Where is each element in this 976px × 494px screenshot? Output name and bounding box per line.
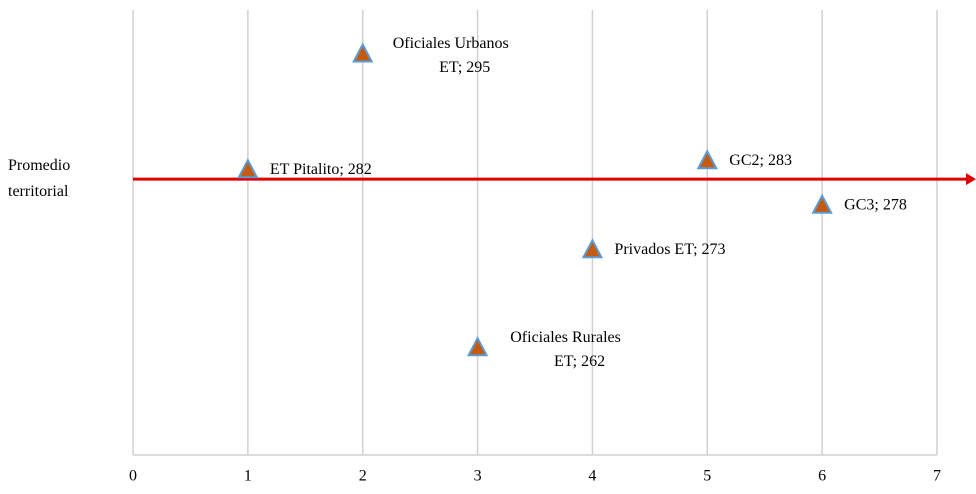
x-tick-label: 3 (474, 468, 482, 485)
x-tick-label: 2 (359, 468, 367, 485)
data-label: Privados ET; 273 (614, 241, 725, 258)
x-tick-label: 5 (703, 468, 711, 485)
data-label: GC3; 278 (844, 196, 907, 213)
data-label: Oficiales Rurales (510, 329, 621, 346)
arrow-head (966, 173, 976, 186)
x-tick-label: 6 (818, 468, 826, 485)
x-tick-label: 4 (588, 468, 596, 485)
x-tick-label: 7 (933, 468, 941, 485)
marker (466, 336, 489, 357)
data-label: ET; 295 (439, 59, 490, 76)
marker (352, 42, 374, 63)
marker (237, 158, 259, 179)
x-tick-label: 0 (129, 468, 137, 485)
x-tick-label: 1 (244, 468, 252, 485)
marker (811, 193, 833, 214)
data-label: ET Pitalito; 282 (270, 161, 372, 178)
marker (581, 238, 604, 259)
reference-label: Promedio (8, 157, 70, 174)
data-label: ET; 262 (554, 353, 605, 370)
marker (696, 149, 718, 170)
reference-label: territorial (8, 183, 69, 200)
data-label: GC2; 283 (729, 152, 792, 169)
data-label: Oficiales Urbanos (393, 35, 509, 52)
